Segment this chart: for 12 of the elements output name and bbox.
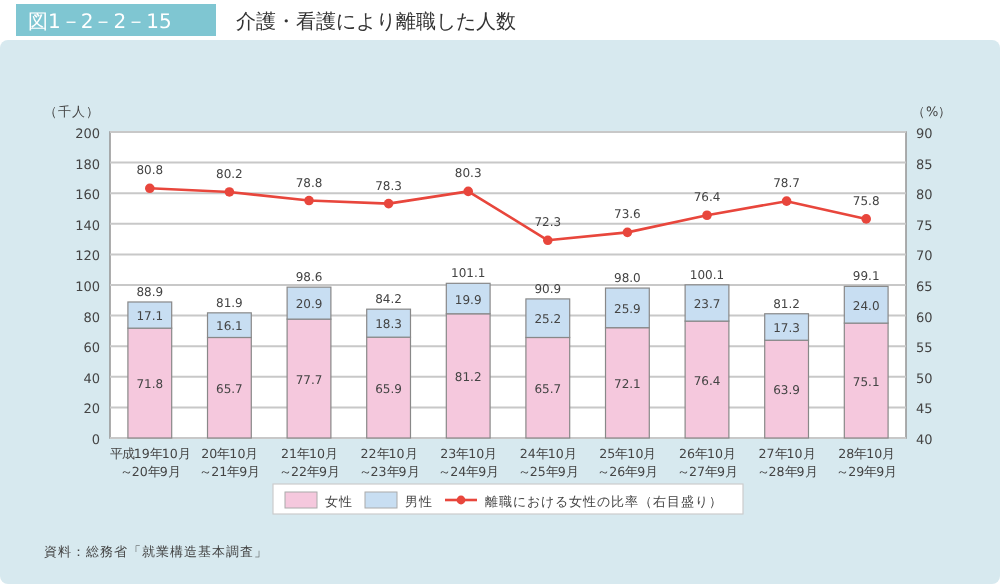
- point: [463, 186, 473, 197]
- point: [781, 196, 792, 206]
- point: [702, 210, 712, 221]
- point: [304, 195, 314, 206]
- point: [861, 214, 871, 224]
- point: [145, 183, 155, 194]
- point: [543, 235, 553, 246]
- chart-subtitle: 図1－2－2－15: [28, 12, 172, 34]
- chart-title: 介護・看護により離職した人数: [236, 10, 516, 34]
- point: [622, 227, 633, 238]
- point: [224, 187, 235, 197]
- point: [383, 198, 394, 209]
